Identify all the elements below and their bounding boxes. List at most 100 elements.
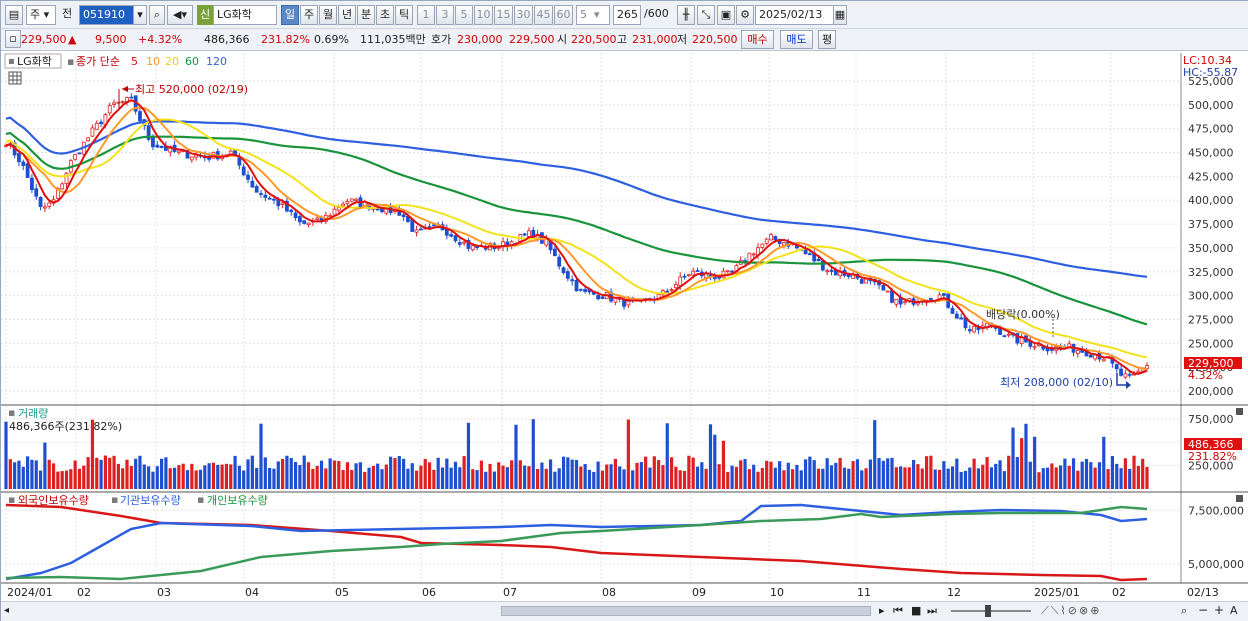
candle-body (466, 240, 471, 249)
scroll-thumb[interactable] (501, 606, 871, 616)
volume-bar (406, 468, 410, 489)
x-axis-label: 07 (503, 586, 517, 599)
minute-5-button[interactable]: 5 (455, 5, 473, 25)
volume-bar (4, 421, 8, 489)
minute-1-button[interactable]: 1 (417, 5, 435, 25)
zoom-slider-handle[interactable] (985, 605, 991, 617)
volume-bar (695, 466, 700, 489)
price-tick-label: 375,000 (1188, 218, 1234, 231)
gear-icon[interactable]: ⚙ (736, 5, 754, 25)
candle-body (695, 270, 700, 272)
candle-icon[interactable]: ╫ (677, 5, 695, 25)
scroll-left-icon[interactable]: ◂ (4, 605, 10, 616)
volume-bar (1007, 455, 1011, 489)
minute-45-button[interactable]: 45 (534, 5, 553, 25)
price-change-pct: +4.32% (138, 33, 183, 46)
volume-bar (289, 458, 293, 489)
volume-bar (847, 468, 851, 489)
period-second-button[interactable]: 초 (376, 5, 394, 25)
volume-bar (881, 460, 885, 489)
minute-15-button[interactable]: 15 (494, 5, 513, 25)
volume-bar (544, 468, 548, 489)
candle-body (306, 222, 311, 226)
volume-bar (121, 468, 125, 489)
stop-icon[interactable]: ■ (911, 604, 922, 617)
layout-icon[interactable]: ▤ (5, 5, 23, 25)
volume-bar (1033, 436, 1037, 489)
minute-10-button[interactable]: 10 (474, 5, 493, 25)
candle-body (73, 154, 78, 160)
volume-bar (224, 463, 229, 489)
period-week-button[interactable]: 주 (300, 5, 318, 25)
zoom-in-icon[interactable]: + (1214, 603, 1225, 617)
candle-body (293, 212, 298, 219)
minute-select[interactable]: 5 ▾ (576, 5, 610, 25)
minute-60-button[interactable]: 60 (554, 5, 573, 25)
volume-bar (1063, 458, 1067, 489)
symbol-dropdown-icon[interactable]: ▾ (133, 5, 147, 25)
ma5-legend: 5 (131, 55, 138, 68)
price-tick-label: 500,000 (1188, 99, 1234, 112)
volume-bar (1084, 458, 1089, 489)
buy-button[interactable]: 매수 (741, 30, 774, 49)
volume-bar (34, 460, 38, 489)
volume-bar (838, 458, 842, 489)
foreign-holding-legend: 외국인보유수량 (18, 494, 89, 507)
period-minute-button[interactable]: 분 (357, 5, 375, 25)
volume-bar (90, 419, 95, 489)
sell-button[interactable]: 매도 (780, 30, 813, 49)
save-icon[interactable]: ▣ (717, 5, 735, 25)
volume-tick-label: 250,000 (1188, 460, 1234, 473)
symbol-code-input[interactable]: 051910 (79, 5, 147, 25)
volume-bar (600, 470, 605, 489)
rewind-icon[interactable]: ⏮ (893, 604, 903, 617)
volume-bar (475, 470, 479, 489)
calendar-icon[interactable]: ▦ (833, 5, 847, 25)
zoom-slider[interactable] (951, 610, 1031, 612)
date-input[interactable]: 2025/02/13 (755, 5, 847, 25)
volume-bar (1024, 423, 1028, 489)
period-tick-button[interactable]: 틱 (395, 5, 413, 25)
volume-bar (64, 470, 69, 489)
x-axis-label: 11 (857, 586, 871, 599)
candle-body (1127, 373, 1132, 376)
volume-bar (825, 458, 829, 489)
toolbar: ▤ 주 ▾ 전 051910 ▾ ⌕ ◀▾ 신 LG화학 일 주 월 년 분 초… (1, 1, 1248, 29)
expand-icon[interactable]: ▫ (5, 30, 21, 48)
holding-legend-marker-3: ▪ (197, 493, 204, 506)
volume-bar (592, 471, 596, 489)
zoom-search-icon[interactable]: ⌕ (1181, 604, 1188, 617)
candle-body (816, 258, 821, 262)
zoom-out-icon[interactable]: − (1198, 603, 1209, 617)
draw-icon[interactable]: ⤡ (697, 5, 715, 25)
volume-bar (842, 467, 847, 489)
period-month-button[interactable]: 월 (319, 5, 337, 25)
period-day-button[interactable]: 일 (281, 5, 299, 25)
period-year-button[interactable]: 년 (338, 5, 356, 25)
speaker-icon[interactable]: ◀▾ (167, 5, 193, 25)
forward-icon[interactable]: ⏭ (927, 604, 937, 617)
x-axis-label: 03 (157, 586, 171, 599)
search-icon[interactable]: ⌕ (149, 5, 165, 25)
candle-body (410, 219, 415, 232)
play-icon[interactable]: ▸ (879, 604, 885, 617)
minute-3-button[interactable]: 3 (436, 5, 454, 25)
volume-bar (125, 459, 129, 489)
price-change: 9,500 (95, 33, 127, 46)
x-axis-label: 09 (692, 586, 706, 599)
average-button[interactable]: 평 (818, 30, 836, 49)
minute-30-button[interactable]: 30 (514, 5, 533, 25)
chart-canvas[interactable]: ▪ LG화학 ▪ 종가 단순 5 10 20 60 120 최고 520,000… (1, 51, 1248, 601)
market-select[interactable]: 주 ▾ (26, 5, 56, 25)
volume-bar (682, 470, 687, 489)
volume-bar (1015, 457, 1019, 489)
volume-bar (868, 459, 872, 489)
count-input[interactable]: 265 (613, 5, 641, 25)
drawing-tools-icons[interactable]: ⟋⟍⌇⊘⊗⊕ (1041, 604, 1102, 617)
font-size-icon[interactable]: A (1230, 604, 1238, 617)
institution-holding-line (5, 503, 1148, 581)
volume-bar (172, 467, 177, 489)
volume-bar (1058, 465, 1063, 489)
symbol-name-field[interactable]: LG화학 (213, 5, 277, 25)
volume-bar (1020, 438, 1024, 489)
